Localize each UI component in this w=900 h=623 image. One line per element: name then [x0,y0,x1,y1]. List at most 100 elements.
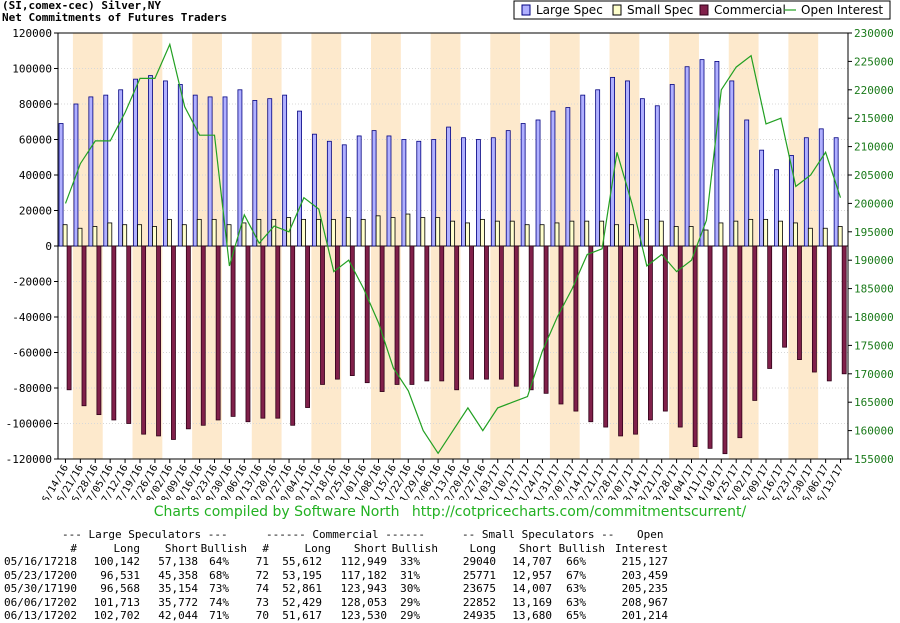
large-spec-bar [550,110,556,247]
small-spec-bar [569,220,575,247]
large-spec-bar [669,84,675,247]
small-spec-bar [524,224,530,247]
large-spec-bar [312,133,317,247]
column-header: # [262,541,269,555]
row-value: 35,772 [158,595,198,609]
commercial-bar [349,245,355,376]
column-header: Short [353,541,387,555]
legend: Large Spec Small Spec Commercial Open Inter… [513,0,891,20]
row-value: 53,195 [282,568,322,582]
large-spec-bar [446,126,452,247]
row-value: 13,169 [512,595,552,609]
commercial-bar [782,245,787,348]
row-value: 73 [255,595,269,609]
commercial-bar [230,245,236,417]
title-line-1: (SI,comex-cec) Silver,NY [2,0,161,12]
column-header: Long [113,541,141,555]
large-spec-bar [401,139,407,247]
column-header: Short [518,541,552,555]
commercial-bar [111,245,117,421]
large-spec-bar [610,76,615,247]
small-spec-bar [837,226,843,247]
commercial-bar [379,245,385,392]
left-tick-label: -60000 [12,347,52,360]
small-spec-bar [658,220,664,247]
left-tick-label: 100000 [12,63,52,76]
row-value: 71 [255,555,269,568]
large-spec-bar [252,100,258,247]
small-spec-bar [167,218,172,247]
row-value: 68% [209,568,229,582]
commercial-bar [826,245,832,382]
large-spec-bar [789,155,794,247]
large-spec-bar [774,169,779,247]
large-spec-bar [639,98,645,247]
commercial-bar [200,245,206,426]
row-value: 112,949 [340,555,387,568]
small-spec-bar [539,224,545,247]
large-spec-bar [162,80,168,247]
small-spec-bar [405,213,411,247]
commercial-bar [692,245,698,447]
row-value: 63% [566,595,586,609]
row-value: 72 [255,568,269,582]
large-spec-bar [356,135,362,247]
row-value: 102,702 [93,609,140,622]
row-value: 71% [209,609,229,622]
commercial-bar [677,245,683,428]
row-value: 208,967 [621,595,668,609]
right-tick-label: 215000 [854,112,894,125]
commercial-bar [334,245,340,380]
commercial-bar [558,245,564,405]
small-spec-bar [465,222,470,247]
row-value: 42,044 [158,609,198,622]
small-spec-bar [375,215,381,247]
left-tick-label: 40000 [19,169,52,182]
commercial-bar [454,245,460,391]
large-spec-bar [565,107,571,247]
header-open: Open [637,528,664,541]
commercial-bar [588,245,594,423]
chart-title: (SI,comex-cec) Silver,NY Net Commitments… [2,0,227,24]
small-spec-bar [92,226,98,247]
row-value: 23675 [462,582,496,595]
row-value: 218 [57,555,77,568]
row-value: 100,142 [93,555,140,568]
open-interest-line [64,42,842,455]
row-value: 14,007 [512,582,552,595]
row-value: 101,713 [93,595,140,609]
large-spec-bar [818,128,824,247]
large-spec-bar [88,96,94,247]
small-spec-bar [420,217,426,247]
right-tick-label: 205000 [854,169,894,182]
column-header: Bullish [558,541,605,555]
commercial-bar [722,245,728,455]
commercial-bar [141,245,147,435]
small-spec-bar [181,224,187,247]
small-spec-bar [778,220,783,247]
commercial-bar [66,245,72,391]
commercial-bar [513,245,519,387]
row-date: 06/06/17 [4,595,57,609]
small-spec-bar [435,217,441,247]
row-value: 24935 [462,609,496,622]
credit-url[interactable]: http://cotpricecharts.com/commitmentscur… [411,504,747,520]
legend-label: Commercial [714,3,786,17]
legend-swatch [699,4,709,16]
row-value: 190 [57,582,77,595]
small-spec-bar [494,220,500,247]
commercial-bar [662,245,668,412]
row-value: 202 [57,609,77,622]
small-spec-bar [599,220,605,247]
large-spec-bar [595,89,601,247]
row-value: 74% [209,595,229,609]
commercial-bar [156,245,161,437]
commercial-bar [245,245,251,423]
small-spec-bar [554,222,560,247]
small-spec-bar [152,226,157,247]
commercial-bar [81,245,87,407]
row-date: 05/16/17 [4,555,57,568]
row-date: 05/23/17 [4,568,57,582]
commercial-bar [260,245,266,419]
row-value: 73% [209,582,229,595]
